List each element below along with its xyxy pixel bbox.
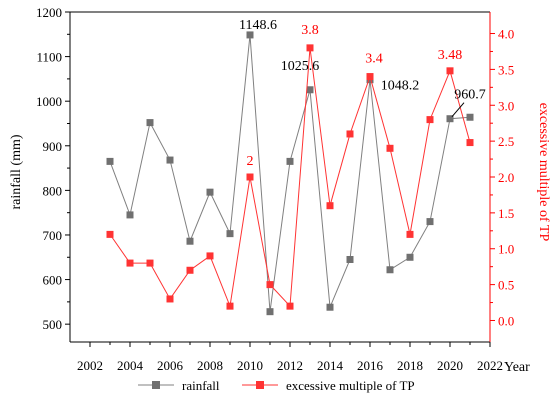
data-point-rainfall	[106, 157, 114, 165]
y-right-tick-label: 0.5	[498, 278, 514, 293]
y-left-tick-label: 700	[43, 228, 63, 243]
data-label: 1148.6	[239, 18, 277, 33]
data-point-rainfall	[446, 115, 454, 123]
y-right-tick-label: 2.0	[498, 170, 514, 185]
data-point-tp	[206, 252, 214, 260]
data-point-rainfall	[286, 157, 294, 165]
data-point-tp	[366, 73, 374, 81]
y-right-tick-label: 1.5	[498, 206, 514, 221]
annotation-leader	[451, 102, 465, 118]
y-right-tick-label: 4.0	[498, 27, 514, 42]
data-label: 1025.6	[281, 59, 320, 74]
y-left-axis-title: rainfall (mm)	[9, 134, 24, 209]
data-point-rainfall	[386, 266, 394, 274]
x-axis-title: Year	[504, 360, 530, 375]
data-point-tp	[346, 130, 354, 138]
y-left-tick-label: 1200	[36, 5, 62, 20]
data-point-rainfall	[466, 113, 474, 121]
x-tick-label: 2006	[157, 358, 184, 373]
legend: rainfall excessive multiple of TP	[138, 378, 415, 393]
x-tick-label: 2002	[77, 358, 103, 373]
data-point-tp	[426, 116, 434, 124]
data-point-tp	[106, 230, 114, 238]
data-point-tp	[146, 259, 154, 267]
data-label: 3.8	[301, 23, 319, 38]
y-right-axis-title: excessive multiple of TP	[536, 103, 550, 242]
x-tick-label: 2012	[277, 358, 303, 373]
data-label: 3.4	[365, 52, 383, 67]
data-point-tp	[166, 295, 174, 303]
data-point-rainfall	[126, 211, 134, 219]
data-point-rainfall	[406, 253, 414, 261]
data-point-rainfall	[226, 230, 234, 238]
data-point-tp	[186, 266, 194, 274]
data-point-tp	[246, 173, 254, 181]
x-tick-label: 2016	[357, 358, 384, 373]
x-tick-label: 2004	[117, 358, 144, 373]
data-point-tp	[226, 302, 234, 310]
x-tick-label: 2010	[237, 358, 263, 373]
data-point-rainfall	[426, 218, 434, 226]
data-point-tp	[286, 302, 294, 310]
data-label: 960.7	[454, 88, 486, 103]
y-right-tick-label: 0.0	[498, 313, 514, 328]
y-left-tick-label: 500	[43, 317, 63, 332]
legend-rainfall-marker	[152, 381, 160, 389]
x-tick-label: 2018	[397, 358, 423, 373]
y-right-tick-label: 1.0	[498, 242, 514, 257]
x-tick-label: 2014	[317, 358, 344, 373]
y-left-tick-label: 1100	[36, 50, 62, 65]
data-point-rainfall	[326, 303, 334, 311]
x-tick-label: 2020	[437, 358, 463, 373]
annotation-layer: 1148.6 1025.6 1048.2 960.7 2 3.8 3.4 3.48	[239, 18, 486, 169]
series-layer	[106, 31, 474, 316]
data-point-rainfall	[246, 31, 254, 39]
data-label: 3.48	[438, 48, 463, 63]
legend-rainfall-label: rainfall	[182, 378, 220, 393]
data-point-tp	[386, 144, 394, 152]
data-point-rainfall	[266, 308, 274, 316]
data-point-tp	[126, 259, 134, 267]
data-label: 1048.2	[381, 79, 420, 94]
data-point-rainfall	[146, 119, 154, 127]
y-right-tick-label: 2.5	[498, 134, 514, 149]
y-left-tick-label: 600	[43, 273, 63, 288]
data-point-tp	[446, 67, 454, 75]
x-tick-label: 2008	[197, 358, 223, 373]
data-point-tp	[326, 202, 334, 210]
plot-frame	[69, 11, 491, 343]
y-left-tick-label: 800	[43, 183, 63, 198]
y-left-tick-label: 900	[43, 139, 63, 154]
y-left-tick-label: 1000	[36, 94, 62, 109]
data-point-rainfall	[206, 188, 214, 196]
series-line-rainfall	[109, 34, 471, 312]
data-point-rainfall	[166, 156, 174, 164]
data-point-rainfall	[306, 86, 314, 94]
axis-ticks: 2002 2004 2006 2008 2010 2012 2014 2016 2018 2020…	[36, 5, 514, 373]
y-right-tick-label: 3.5	[498, 62, 514, 77]
data-point-tp	[466, 139, 474, 147]
data-point-tp	[306, 44, 314, 52]
legend-tp-marker	[256, 381, 264, 389]
data-point-rainfall	[186, 237, 194, 245]
data-label: 2	[247, 154, 254, 169]
data-point-tp	[266, 281, 274, 289]
x-tick-label: 2022	[477, 358, 503, 373]
legend-tp-label: excessive multiple of TP	[286, 378, 415, 393]
data-point-rainfall	[346, 256, 354, 263]
y-right-tick-label: 3.0	[498, 98, 514, 113]
data-point-tp	[406, 230, 414, 238]
